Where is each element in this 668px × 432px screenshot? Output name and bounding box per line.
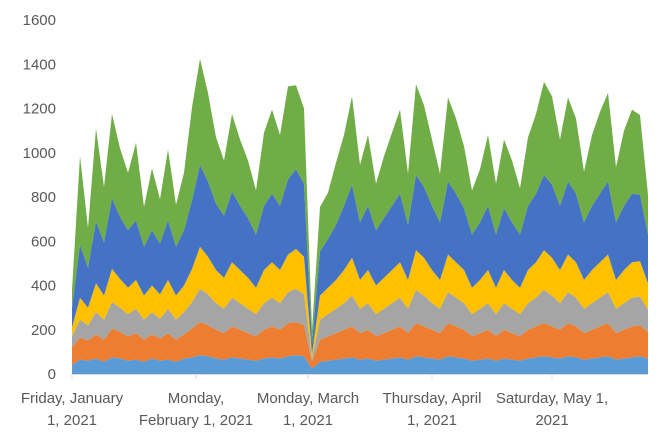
y-tick-label: 1200	[23, 101, 56, 118]
x-tick-label: 1, 2021	[407, 412, 457, 429]
y-tick-label: 0	[48, 366, 56, 383]
y-tick-label: 200	[31, 322, 56, 339]
x-tick-label: Saturday, May 1,	[496, 390, 608, 407]
y-axis-tick-labels: 0 200 400 600 800 1000 1200 1400 1600	[23, 12, 56, 383]
x-axis-tick-labels: Friday, January 1, 2021 Monday, February 1,…	[21, 374, 608, 429]
y-tick-label: 600	[31, 233, 56, 250]
x-tick-label: 1, 2021	[283, 412, 333, 429]
area-series-3	[72, 288, 648, 362]
x-tick-label: Monday,	[168, 390, 224, 407]
y-tick-label: 800	[31, 189, 56, 206]
y-tick-label: 400	[31, 278, 56, 295]
area-series-6	[72, 58, 648, 343]
x-tick-label: 1, 2021	[47, 412, 97, 429]
x-tick-label: February 1, 2021	[139, 412, 253, 429]
y-tick-label: 1600	[23, 12, 56, 29]
y-tick-label: 1400	[23, 56, 56, 73]
x-tick-label: Friday, January	[21, 390, 124, 407]
x-tick-label: 2021	[535, 412, 568, 429]
series-areas	[72, 58, 648, 374]
area-series-2	[72, 322, 648, 369]
y-tick-label: 1000	[23, 145, 56, 162]
x-tick-label: Thursday, April	[383, 390, 482, 407]
x-tick-label: Monday, March	[257, 390, 359, 407]
area-series-4	[72, 246, 648, 359]
area-series-1	[72, 355, 648, 374]
area-series-5	[72, 164, 648, 355]
